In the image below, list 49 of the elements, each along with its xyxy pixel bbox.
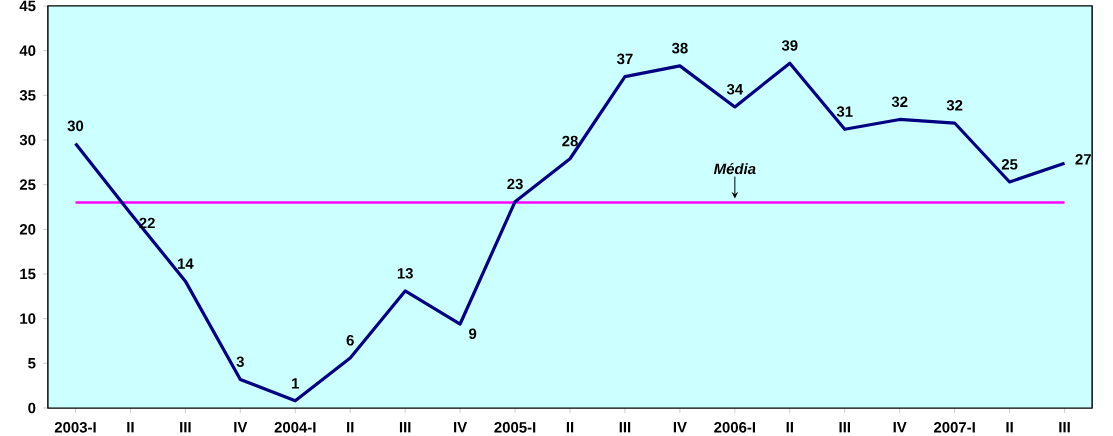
- data-label: 32: [891, 96, 908, 108]
- x-tick-label: II: [127, 422, 134, 433]
- data-label: 6: [346, 334, 354, 346]
- x-tick-label: II: [347, 422, 354, 433]
- y-tick-label: 30: [19, 134, 36, 146]
- x-tick-label: III: [619, 422, 631, 433]
- x-tick-label: IV: [234, 422, 248, 433]
- data-label: 39: [781, 40, 798, 51]
- x-tick-label: II: [786, 422, 793, 433]
- y-tick-label: 10: [20, 313, 36, 324]
- y-tick-label: 20: [19, 224, 36, 235]
- x-tick-label: 2007-I: [933, 422, 975, 433]
- data-label: 31: [836, 106, 853, 117]
- x-tick-label: IV: [893, 422, 907, 433]
- y-tick-label: 15: [20, 268, 36, 280]
- data-label: 30: [67, 120, 84, 132]
- y-tick-label: 25: [19, 179, 36, 190]
- data-label: 13: [397, 267, 413, 279]
- y-tick-label: 40: [19, 45, 36, 56]
- data-label: 1: [292, 378, 300, 389]
- data-label: 3: [236, 356, 244, 367]
- data-label: 34: [726, 83, 744, 95]
- ref-line-label: Média: [713, 163, 756, 175]
- data-label: 22: [139, 217, 155, 229]
- data-label: 14: [178, 258, 194, 269]
- x-tick-label: IV: [673, 422, 687, 433]
- x-tick-label: II: [1006, 422, 1013, 433]
- x-tick-label: III: [399, 422, 411, 433]
- y-tick-label: 45: [19, 0, 36, 12]
- data-label: 23: [507, 178, 523, 190]
- x-tick-label: 2006-I: [714, 422, 756, 433]
- x-tick-label: II: [566, 422, 574, 433]
- data-label: 25: [1001, 159, 1018, 170]
- data-label: 9: [469, 328, 477, 340]
- data-label: 37: [616, 53, 633, 65]
- x-tick-label: 2003-I: [54, 422, 96, 433]
- x-tick-label: III: [839, 422, 850, 433]
- data-label: 28: [562, 135, 578, 147]
- x-tick-label: IV: [454, 422, 468, 433]
- x-tick-label: 2005-I: [494, 422, 536, 433]
- data-label: 27: [1075, 154, 1091, 165]
- y-tick-label: 35: [19, 90, 36, 101]
- data-label: 32: [946, 100, 963, 111]
- x-tick-label: 2004-I: [274, 422, 316, 433]
- y-tick-label: 0: [28, 402, 36, 414]
- y-tick-label: 5: [28, 358, 36, 369]
- x-tick-label: III: [180, 422, 191, 433]
- x-tick-label: III: [1059, 422, 1070, 433]
- data-label: 38: [671, 42, 688, 54]
